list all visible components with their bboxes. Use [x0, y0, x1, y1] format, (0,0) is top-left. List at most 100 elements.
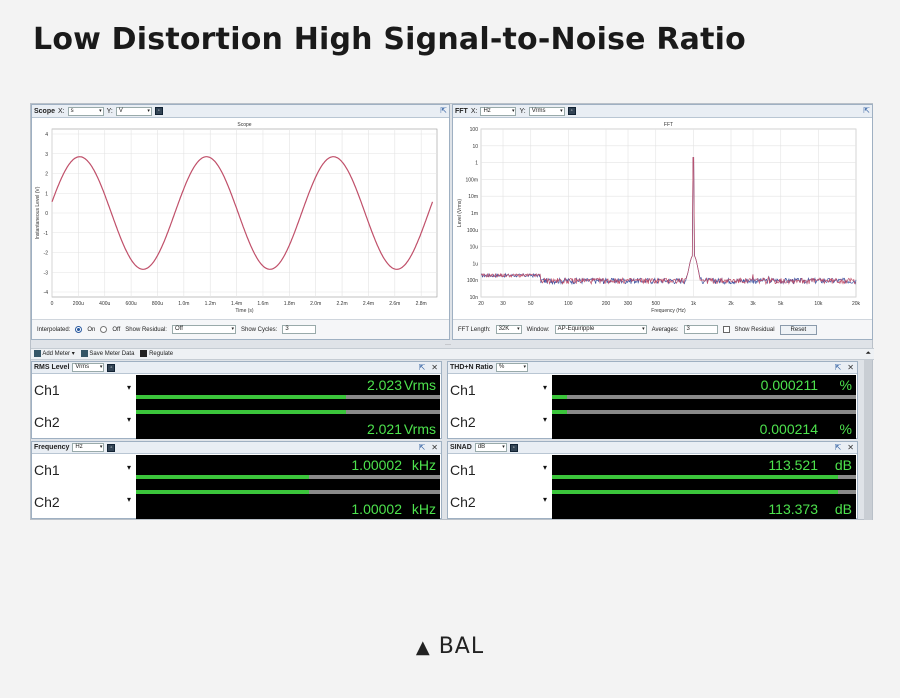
fft-xtick-label: 500: [652, 301, 661, 307]
regulate-button[interactable]: Regulate: [140, 350, 173, 358]
chevron-down-icon[interactable]: ▾: [543, 495, 548, 504]
splitter-handle[interactable]: ···: [445, 342, 451, 348]
fft-xtick-label: 50: [528, 301, 534, 307]
collapse-icon[interactable]: ⏶: [865, 350, 871, 357]
sinad-ch1-bar: [552, 475, 856, 479]
settings-icon[interactable]: ◦: [509, 443, 518, 452]
fft-ytick-label: 100m: [465, 177, 478, 183]
bal-label: BAL: [438, 634, 485, 659]
radio-off-icon[interactable]: [100, 326, 108, 333]
scope-ytick-label: 3: [45, 152, 48, 158]
meter-bar-fill: [552, 410, 568, 414]
meters-scrollbar[interactable]: [864, 360, 872, 520]
popout-icon[interactable]: ⇱: [834, 443, 842, 452]
popout-icon[interactable]: ⇱: [863, 106, 870, 115]
fft-ch1-trace: [480, 157, 857, 286]
chevron-down-icon[interactable]: ▾: [543, 415, 548, 424]
fft-footer: FFT Length: 32K Window: AP-Equiripple Av…: [453, 319, 872, 339]
close-icon[interactable]: ✕: [431, 443, 438, 452]
save-meter-data-button[interactable]: Save Meter Data: [80, 350, 134, 358]
chevron-down-icon[interactable]: ▾: [127, 463, 132, 472]
frequency-unit-select[interactable]: Hz: [72, 443, 105, 452]
popout-icon[interactable]: ⇱: [418, 363, 426, 372]
meter-bar-fill: [136, 475, 310, 479]
rms-ch2-row: Ch2 ▾ 2.021 Vrms: [32, 407, 441, 439]
fft-ytick-label: 100u: [467, 228, 478, 234]
frequency-ch1-unit: kHz: [411, 457, 436, 473]
sinad-ch1-unit: dB: [834, 457, 852, 473]
scope-xtick-label: 800u: [152, 301, 163, 307]
sinad-ch2-value: 113.373: [768, 501, 818, 517]
thdn-title: THD+N Ratio: [450, 364, 493, 371]
scope-xtick-label: 2.0m: [310, 301, 321, 307]
settings-icon[interactable]: ◦: [154, 107, 163, 115]
scope-plot-title: Scope: [237, 122, 251, 128]
chevron-down-icon[interactable]: ▾: [127, 383, 132, 392]
fft-ytick-label: 1m: [471, 211, 478, 217]
add-meter-button[interactable]: Add Meter ▾: [34, 350, 75, 358]
on-label: On: [87, 326, 96, 333]
fft-y-select[interactable]: Vrms: [528, 106, 565, 116]
thdn-unit-select[interactable]: %: [495, 363, 528, 372]
frequency-ch1-display: 1.00002 kHz: [136, 455, 440, 487]
ch1-label: Ch1: [450, 382, 476, 398]
settings-icon[interactable]: ◦: [107, 363, 116, 372]
thdn-meter: THD+N Ratio% ⇱ ✕ Ch1 ▾ 0.000211% Ch2 ▾ 0.000…: [447, 361, 858, 439]
rms-ch1-unit: Vrms: [403, 377, 436, 393]
show-residual-label: Show Residual:: [125, 326, 167, 333]
show-residual-checkbox[interactable]: [722, 326, 730, 333]
close-icon[interactable]: ✕: [847, 443, 854, 452]
chevron-down-icon[interactable]: ▾: [127, 495, 132, 504]
rms-unit-select[interactable]: Vrms: [72, 363, 105, 372]
ch2-label: Ch2: [34, 494, 60, 510]
interpolated-label: Interpolated:: [37, 326, 71, 333]
analyzer-app: Scope X: s Y: V ◦ ⇱ Scope43210-1-2-3-402…: [30, 103, 874, 520]
fft-x-select[interactable]: Hz: [480, 106, 517, 116]
scope-header: Scope X: s Y: V ◦ ⇱: [32, 105, 449, 118]
save-icon: [80, 350, 88, 358]
popout-icon[interactable]: ⇱: [440, 106, 447, 115]
popout-icon[interactable]: ⇱: [834, 363, 842, 372]
frequency-ch2-unit: kHz: [411, 501, 436, 517]
scope-y-select[interactable]: V: [115, 106, 152, 116]
sinad-unit-select[interactable]: dB: [474, 443, 507, 452]
frequency-ch2-value: 1.00002: [351, 501, 402, 517]
scope-footer: Interpolated: On Off Show Residual: Off …: [32, 319, 449, 339]
rms-title: RMS Level: [34, 364, 70, 371]
settings-icon[interactable]: ◦: [107, 443, 116, 452]
fft-length-select[interactable]: 32K: [495, 325, 522, 334]
meter-bar-fill: [136, 410, 346, 414]
close-icon[interactable]: ✕: [847, 363, 854, 372]
scope-x-select[interactable]: s: [67, 106, 104, 116]
fft-ytick-label: 10u: [470, 245, 479, 251]
scope-xtick-label: 0: [51, 301, 54, 307]
triangle-up-icon: ▲: [415, 637, 431, 658]
fft-xtick-label: 100: [564, 301, 573, 307]
fft-xtick-label: 5k: [778, 301, 784, 307]
chevron-down-icon[interactable]: ▾: [127, 415, 132, 424]
chevron-down-icon[interactable]: ▾: [543, 383, 548, 392]
close-icon[interactable]: ✕: [431, 363, 438, 372]
fft-xtick-label: 3k: [750, 301, 756, 307]
show-residual-select[interactable]: Off: [171, 325, 236, 334]
ch2-label: Ch2: [34, 414, 60, 430]
radio-on-icon[interactable]: [75, 326, 83, 333]
fft-panel: FFT X: Hz Y: Vrms ◦ ⇱ FFT 100 10 1 100m 10m 1m…: [452, 104, 873, 340]
averages-input[interactable]: 3: [683, 325, 718, 334]
settings-icon[interactable]: ◦: [567, 107, 576, 115]
scope-x-label: X:: [58, 107, 65, 115]
frequency-ch2-bar: [136, 490, 440, 494]
chevron-down-icon[interactable]: ▾: [543, 463, 548, 472]
thdn-ch2-display: 0.000214%: [552, 407, 856, 439]
popout-icon[interactable]: ⇱: [418, 443, 426, 452]
scope-xtick-label: 200u: [73, 301, 84, 307]
fft-ytick-label: 100: [470, 127, 479, 133]
scope-panel: Scope X: s Y: V ◦ ⇱ Scope43210-1-2-3-402…: [31, 104, 450, 340]
show-cycles-input[interactable]: 3: [282, 325, 317, 334]
reset-button[interactable]: Reset: [779, 324, 818, 335]
ch1-label: Ch1: [450, 462, 476, 478]
fft-plot-title: FFT: [664, 122, 673, 128]
window-select[interactable]: AP-Equiripple: [554, 325, 647, 334]
